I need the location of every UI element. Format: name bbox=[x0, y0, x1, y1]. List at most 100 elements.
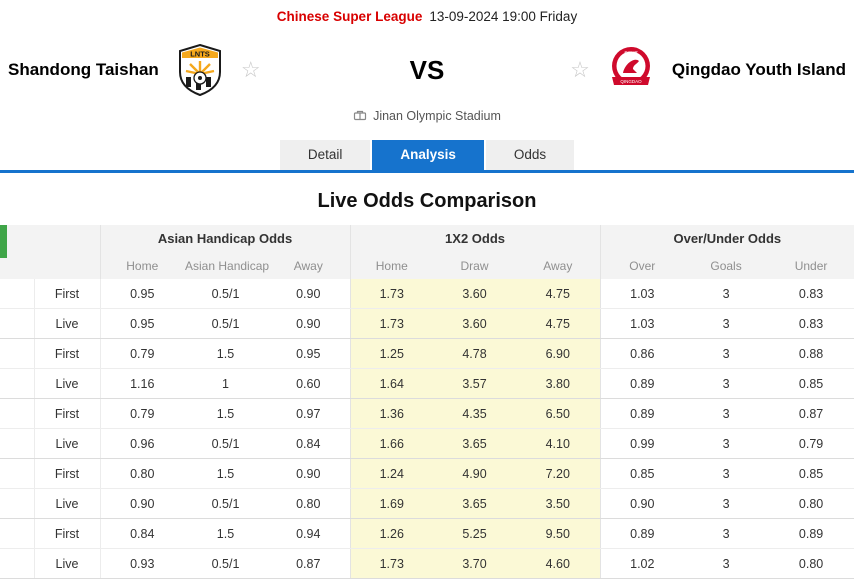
group-header-empty bbox=[0, 225, 100, 252]
odds-value: 0.88 bbox=[768, 338, 854, 369]
row-type-label: First bbox=[34, 338, 101, 369]
away-team: ☆ FCHT QINGDAO Qingdao Youth Island bbox=[570, 45, 846, 95]
odds-value: 0.87 bbox=[267, 548, 351, 579]
away-team-logo: FCHT QINGDAO bbox=[608, 45, 654, 95]
table-row: Live 1.16 1 0.60 1.64 3.57 3.80 0.89 3 0.85 bbox=[0, 368, 854, 399]
odds-value: 4.78 bbox=[433, 338, 517, 369]
column-header-row: Home Asian Handicap Away Home Draw Away … bbox=[0, 252, 854, 279]
odds-value: 0.85 bbox=[599, 458, 685, 489]
odds-value: 5.25 bbox=[433, 518, 517, 549]
column-header-1x2-draw: Draw bbox=[433, 252, 517, 279]
odds-value: 3.80 bbox=[516, 368, 601, 399]
odds-value: 3.65 bbox=[433, 428, 517, 459]
bookmaker-cell bbox=[0, 279, 35, 309]
odds-value: 3 bbox=[684, 428, 769, 459]
odds-value: 3.60 bbox=[433, 308, 517, 339]
odds-value: 1.5 bbox=[184, 458, 267, 489]
tab-odds[interactable]: Odds bbox=[485, 140, 575, 170]
odds-value: 4.35 bbox=[433, 398, 517, 429]
home-team-logo: LNTS bbox=[177, 44, 223, 96]
odds-value: 0.89 bbox=[599, 518, 685, 549]
odds-value: 3.57 bbox=[433, 368, 517, 399]
odds-value: 0.95 bbox=[99, 308, 184, 339]
odds-value: 1.03 bbox=[599, 279, 685, 309]
odds-value: 1.66 bbox=[349, 428, 434, 459]
row-type-label: First bbox=[34, 279, 101, 309]
odds-value: 0.86 bbox=[599, 338, 685, 369]
home-favorite-star-icon[interactable]: ☆ bbox=[240, 57, 261, 82]
odds-value: 1.73 bbox=[349, 548, 434, 579]
odds-value: 4.75 bbox=[516, 308, 601, 339]
column-header-ah-handicap: Asian Handicap bbox=[184, 252, 269, 279]
bookmaker-cell bbox=[0, 518, 35, 549]
odds-value: 0.85 bbox=[768, 368, 854, 399]
odds-value: 0.94 bbox=[267, 518, 351, 549]
odds-value: 1.36 bbox=[349, 398, 434, 429]
odds-value: 1.03 bbox=[599, 308, 685, 339]
column-header-ou-under: Under bbox=[768, 252, 854, 279]
odds-table-wrap: Asian Handicap Odds 1X2 Odds Over/Under … bbox=[0, 225, 854, 579]
odds-value: 7.20 bbox=[516, 458, 601, 489]
column-header-1x2-home: Home bbox=[349, 252, 434, 279]
odds-value: 0.5/1 bbox=[184, 428, 267, 459]
odds-value: 0.5/1 bbox=[184, 308, 267, 339]
column-header-ou-goals: Goals bbox=[684, 252, 769, 279]
odds-value: 6.50 bbox=[516, 398, 601, 429]
odds-value: 4.90 bbox=[433, 458, 517, 489]
odds-value: 0.83 bbox=[768, 308, 854, 339]
odds-value: 1.02 bbox=[599, 548, 685, 579]
odds-value: 0.80 bbox=[768, 488, 854, 519]
odds-value: 1 bbox=[184, 368, 267, 399]
odds-value: 1.5 bbox=[184, 518, 267, 549]
odds-value: 3 bbox=[684, 368, 769, 399]
tab-analysis[interactable]: Analysis bbox=[372, 140, 484, 170]
match-datetime: 13-09-2024 19:00 Friday bbox=[429, 9, 578, 24]
odds-value: 0.5/1 bbox=[184, 548, 267, 579]
table-row: First 0.79 1.5 0.97 1.36 4.35 6.50 0.89 3 0.87 bbox=[0, 398, 854, 429]
tabs: Detail Analysis Odds bbox=[0, 140, 854, 170]
bookmaker-cell bbox=[0, 548, 35, 579]
bookmaker-cell bbox=[0, 428, 35, 459]
bookmaker-cell bbox=[0, 458, 35, 489]
row-type-label: Live bbox=[34, 428, 101, 459]
league-name[interactable]: Chinese Super League bbox=[276, 9, 423, 24]
odds-value: 1.25 bbox=[349, 338, 434, 369]
odds-value: 1.24 bbox=[349, 458, 434, 489]
table-row: Live 0.95 0.5/1 0.90 1.73 3.60 4.75 1.03 3 0.83 bbox=[0, 308, 854, 339]
odds-value: 1.73 bbox=[349, 279, 434, 309]
row-type-label: Live bbox=[34, 548, 101, 579]
odds-value: 0.84 bbox=[267, 428, 351, 459]
odds-value: 0.83 bbox=[768, 279, 854, 309]
odds-value: 0.90 bbox=[599, 488, 685, 519]
vs-label: VS bbox=[409, 54, 445, 85]
away-team-name[interactable]: Qingdao Youth Island bbox=[671, 60, 846, 79]
table-row: Live 0.96 0.5/1 0.84 1.66 3.65 4.10 0.99 3 0.79 bbox=[0, 428, 854, 459]
tab-detail[interactable]: Detail bbox=[279, 140, 371, 170]
home-team-name[interactable]: Shandong Taishan bbox=[8, 60, 159, 79]
odds-value: 3 bbox=[684, 548, 769, 579]
group-header-asian-handicap: Asian Handicap Odds bbox=[99, 225, 351, 252]
odds-value: 3 bbox=[684, 308, 769, 339]
away-favorite-star-icon[interactable]: ☆ bbox=[570, 57, 590, 82]
odds-value: 4.75 bbox=[516, 279, 601, 309]
cutoff-logo-fragment bbox=[0, 225, 7, 258]
row-type-label: First bbox=[34, 518, 101, 549]
odds-value: 0.5/1 bbox=[184, 488, 267, 519]
odds-value: 3 bbox=[684, 518, 769, 549]
odds-value: 3 bbox=[684, 398, 769, 429]
row-type-label: First bbox=[34, 398, 101, 429]
svg-text:FCHT: FCHT bbox=[624, 52, 637, 58]
odds-value: 4.10 bbox=[516, 428, 601, 459]
column-header-ah-home: Home bbox=[99, 252, 184, 279]
odds-value: 0.89 bbox=[599, 398, 685, 429]
odds-value: 3 bbox=[684, 338, 769, 369]
column-header-ou-over: Over bbox=[599, 252, 685, 279]
odds-value: 0.99 bbox=[599, 428, 685, 459]
odds-value: 3 bbox=[684, 488, 769, 519]
table-row: First 0.95 0.5/1 0.90 1.73 3.60 4.75 1.03 3 0.83 bbox=[0, 279, 854, 309]
table-row: First 0.79 1.5 0.95 1.25 4.78 6.90 0.86 3 0.88 bbox=[0, 338, 854, 369]
table-row: First 0.80 1.5 0.90 1.24 4.90 7.20 0.85 3 0.85 bbox=[0, 458, 854, 489]
odds-value: 3.50 bbox=[516, 488, 601, 519]
odds-value: 0.90 bbox=[267, 308, 351, 339]
match-meta: Chinese Super League 13-09-2024 19:00 Fri… bbox=[0, 0, 854, 30]
